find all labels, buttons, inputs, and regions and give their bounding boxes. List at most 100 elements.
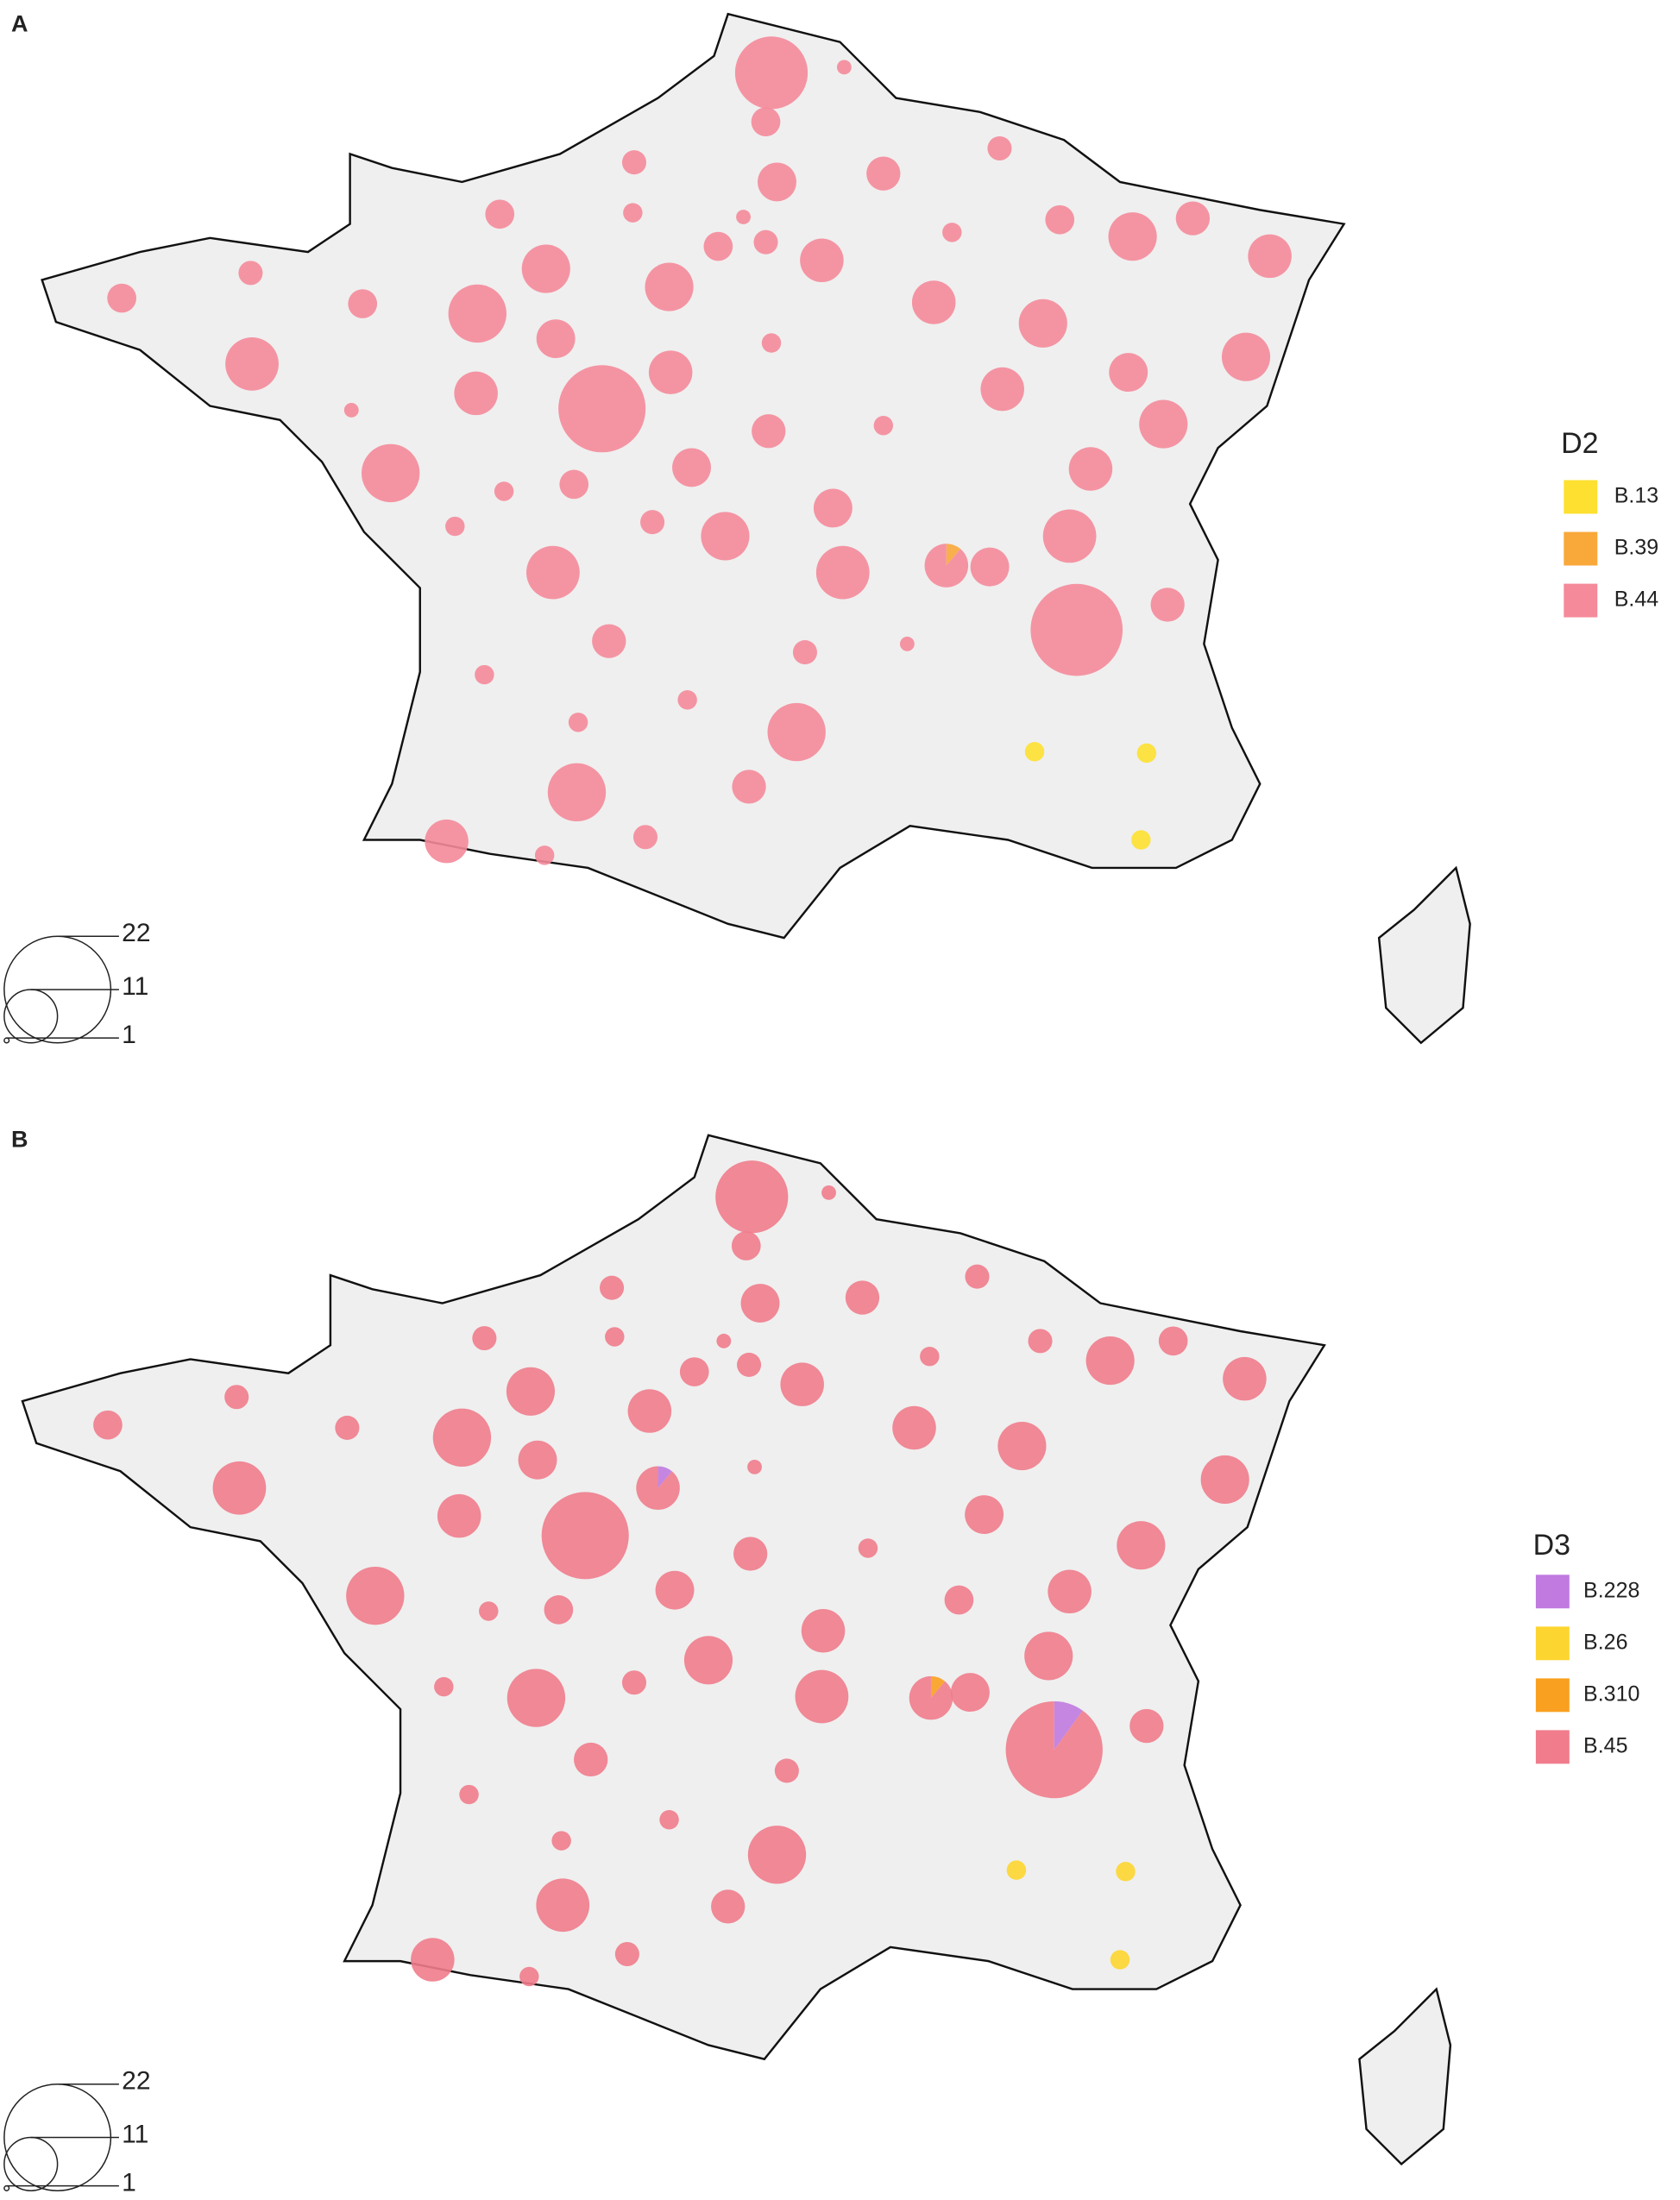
pie	[950, 1673, 990, 1713]
pie-slice	[924, 544, 969, 588]
pie	[459, 1784, 479, 1805]
pie	[472, 1326, 497, 1351]
pie	[574, 1742, 608, 1777]
pie	[1117, 1521, 1166, 1570]
pie	[780, 1362, 824, 1406]
pie	[93, 1410, 123, 1440]
pie	[640, 510, 665, 535]
pie	[212, 1461, 267, 1515]
pie	[1045, 204, 1075, 235]
pie	[1108, 212, 1157, 261]
pie	[1048, 1569, 1092, 1614]
pie	[432, 1408, 492, 1467]
pie	[507, 1669, 566, 1727]
pie	[592, 624, 626, 658]
pie-slice	[946, 544, 961, 566]
pie	[1175, 201, 1211, 236]
pie	[536, 1878, 590, 1933]
pie	[701, 512, 750, 561]
map-a	[41, 13, 1471, 1044]
pie	[551, 1831, 571, 1851]
pie	[845, 1280, 880, 1315]
pie	[558, 365, 646, 453]
pie	[1139, 399, 1188, 449]
pie	[1221, 332, 1271, 381]
pie	[659, 1810, 679, 1830]
pie	[970, 547, 1010, 587]
pie	[1129, 1708, 1164, 1744]
pie	[645, 262, 694, 311]
pie	[454, 371, 498, 416]
pie	[758, 162, 796, 202]
pie	[1131, 830, 1151, 850]
pie	[238, 261, 263, 286]
pie	[425, 819, 469, 864]
size-legend-circle	[3, 2136, 59, 2191]
legend-label: B.228	[1583, 1578, 1639, 1602]
pie	[737, 1352, 762, 1377]
pie	[815, 545, 870, 600]
pie	[1223, 1356, 1267, 1401]
pie	[1150, 588, 1185, 622]
legend-title: D2	[1561, 427, 1598, 460]
legend-swatch	[1564, 583, 1598, 618]
pie	[544, 1595, 574, 1625]
pie	[1085, 1336, 1135, 1386]
legend-swatch	[1564, 531, 1598, 566]
pie	[627, 1389, 672, 1433]
pie	[437, 1493, 481, 1538]
size-legend-label: 22	[122, 919, 150, 947]
legend-title: D3	[1533, 1529, 1570, 1562]
panel-label: B	[11, 1126, 28, 1152]
size-legend-label: 1	[122, 2169, 136, 2197]
pie	[1109, 353, 1148, 393]
pie	[672, 448, 711, 487]
legend-label: B.44	[1614, 588, 1659, 612]
legend-label: B.39	[1614, 536, 1658, 560]
pie	[1018, 299, 1067, 348]
legend-label: B.26	[1583, 1630, 1627, 1654]
pie	[997, 1421, 1047, 1471]
pie	[348, 289, 378, 318]
map-b	[21, 1134, 1452, 2165]
pie	[448, 284, 507, 343]
pie	[753, 229, 778, 255]
pie	[494, 481, 514, 501]
pie	[732, 770, 766, 804]
pie	[987, 135, 1012, 161]
pie	[534, 845, 555, 865]
pie	[980, 367, 1024, 412]
pie	[942, 223, 962, 242]
pie	[892, 1405, 936, 1450]
pie	[767, 702, 826, 762]
pie	[1030, 583, 1123, 676]
pie	[541, 1492, 629, 1580]
pie-slice	[636, 1466, 680, 1510]
pie	[485, 199, 515, 229]
legend-swatch	[1535, 1730, 1570, 1764]
pie	[1110, 1950, 1130, 1970]
pie	[621, 150, 647, 175]
pie	[648, 350, 693, 394]
pie	[519, 1966, 539, 1987]
pie	[734, 36, 809, 110]
pie	[731, 1231, 761, 1260]
pie	[733, 1537, 768, 1571]
pie	[965, 1264, 990, 1289]
pie	[536, 319, 576, 359]
pie	[858, 1538, 878, 1558]
pie	[944, 1585, 974, 1615]
pie	[434, 1676, 454, 1697]
pie	[1024, 1631, 1073, 1681]
pie	[559, 469, 589, 500]
legend-swatch	[1564, 480, 1598, 514]
pie	[716, 1333, 732, 1348]
size-legend-label: 1	[122, 1021, 136, 1049]
pie	[475, 664, 494, 685]
panel-label: A	[11, 10, 28, 36]
legend-label: B.310	[1583, 1681, 1639, 1706]
pie	[1116, 1862, 1136, 1882]
pie	[1042, 509, 1097, 563]
